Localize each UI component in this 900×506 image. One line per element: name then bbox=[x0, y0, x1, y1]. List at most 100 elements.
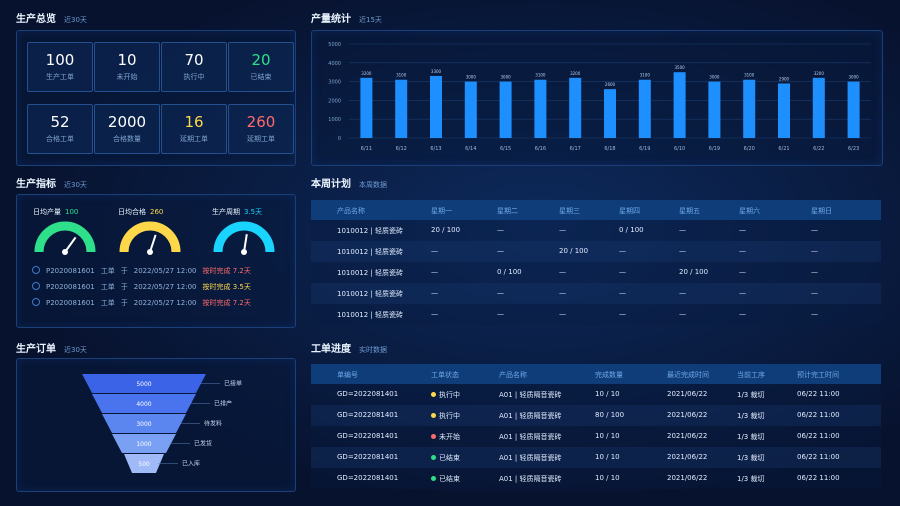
bar[interactable] bbox=[534, 79, 547, 138]
indicator-row[interactable]: P2020081601 工单于 2022/05/27 12:00 按时完成 7.2天 bbox=[32, 266, 282, 276]
gauge-value: 100 bbox=[65, 208, 79, 216]
table-cell: — bbox=[679, 226, 686, 234]
table-row[interactable]: 1010012 | 轻质瓷砖 — — — — — — — bbox=[311, 304, 881, 325]
bar[interactable] bbox=[673, 72, 686, 138]
table-cell: 1010012 | 轻质瓷砖 bbox=[337, 268, 403, 278]
header-cell: 工单状态 bbox=[431, 371, 459, 379]
table-row[interactable]: GD=2022081401 已结束 A01 | 轻质隔音瓷砖 10 / 10 2021/… bbox=[311, 468, 881, 489]
header-cell: 星期四 bbox=[619, 207, 640, 215]
progress-title: 工单进度 实时数据 bbox=[311, 344, 387, 355]
bar[interactable] bbox=[708, 81, 721, 138]
table-cell: — bbox=[811, 226, 818, 234]
row-b: 于 bbox=[120, 267, 128, 275]
stat-card[interactable]: 52 合格工单 bbox=[27, 104, 93, 154]
funnel-segment bbox=[102, 414, 186, 433]
table-cell: — bbox=[739, 289, 746, 297]
bar-value-label: 2900 bbox=[779, 76, 790, 81]
table-cell: 2021/06/22 bbox=[667, 453, 707, 461]
bar[interactable] bbox=[778, 83, 790, 138]
table-cell: GD=2022081401 bbox=[337, 474, 398, 482]
table-cell: 2021/06/22 bbox=[667, 432, 707, 440]
stat-card[interactable]: 70 执行中 bbox=[161, 42, 227, 92]
bar[interactable] bbox=[743, 79, 756, 138]
bar[interactable] bbox=[638, 79, 651, 138]
bar[interactable] bbox=[847, 81, 860, 138]
table-cell: 1010012 | 轻质瓷砖 bbox=[337, 310, 403, 320]
header-cell: 星期六 bbox=[739, 207, 760, 215]
cell-text: — bbox=[739, 226, 746, 234]
status-dot-icon bbox=[431, 413, 436, 418]
plan-title: 本周计划 本周数据 bbox=[311, 179, 387, 190]
row-dot-icon bbox=[32, 298, 40, 306]
cell-text: GD=2022081401 bbox=[337, 411, 399, 419]
x-tick-label: 6/20 bbox=[744, 146, 755, 152]
indicator-row[interactable]: P2020081601 工单于 2022/05/27 12:00 按时完成 3.5天 bbox=[32, 282, 282, 292]
cell-text: A01 | 轻质隔音瓷砖 bbox=[499, 454, 562, 462]
x-tick-label: 6/21 bbox=[778, 146, 789, 152]
x-tick-label: 6/19 bbox=[709, 146, 720, 152]
status-dot-icon bbox=[431, 476, 436, 481]
stat-card[interactable]: 16 延期工单 bbox=[161, 104, 227, 154]
table-cell: — bbox=[559, 310, 566, 318]
bar[interactable] bbox=[812, 77, 825, 138]
row-date: 2022/05/27 12:00 bbox=[133, 299, 197, 307]
table-row[interactable]: 1010012 | 轻质瓷砖 — — — — — — — bbox=[311, 283, 881, 304]
stat-card[interactable]: 20 已结束 bbox=[228, 42, 294, 92]
table-cell: 已结束 bbox=[431, 453, 460, 463]
cell-text: 10 / 10 bbox=[595, 390, 620, 398]
table-row[interactable]: GD=2022081401 已结束 A01 | 轻质隔音瓷砖 10 / 10 2021/… bbox=[311, 447, 881, 468]
bar-value-label: 3200 bbox=[814, 71, 825, 76]
gauge-name: 日均产量 bbox=[33, 208, 61, 216]
bar[interactable] bbox=[430, 75, 442, 138]
table-cell: 未开始 bbox=[431, 432, 460, 442]
bar[interactable] bbox=[360, 77, 373, 138]
table-cell: GD=2022081401 bbox=[337, 453, 398, 461]
table-cell: A01 | 轻质隔音瓷砖 bbox=[499, 432, 562, 442]
cell-text: 2021/06/22 bbox=[667, 474, 708, 482]
funnel-label: 已排产 bbox=[214, 400, 232, 408]
cell-text: — bbox=[679, 289, 686, 297]
table-row[interactable]: GD=2022081401 执行中 A01 | 轻质隔音瓷砖 80 / 100 2021… bbox=[311, 405, 881, 426]
cell-text: GD=2022081401 bbox=[337, 453, 399, 461]
funnel-segment bbox=[112, 434, 176, 453]
table-cell: — bbox=[431, 268, 438, 276]
table-row[interactable]: 1010012 | 轻质瓷砖 — — 20 / 100 — — — — bbox=[311, 241, 881, 262]
bar[interactable] bbox=[604, 89, 616, 138]
table-cell: — bbox=[679, 289, 686, 297]
bar-value-label: 3000 bbox=[501, 75, 512, 80]
stat-card[interactable]: 2000 合格数量 bbox=[94, 104, 160, 154]
row-a: 工单 bbox=[100, 299, 115, 307]
bar-value-label: 3500 bbox=[675, 65, 686, 70]
row-a: 工单 bbox=[100, 267, 115, 275]
bar[interactable] bbox=[464, 81, 477, 138]
stat-card[interactable]: 10 未开始 bbox=[94, 42, 160, 92]
table-row[interactable]: GD=2022081401 执行中 A01 | 轻质隔音瓷砖 10 / 10 2021/… bbox=[311, 384, 881, 405]
gauge-dial bbox=[119, 221, 181, 255]
cell-text: — bbox=[559, 289, 566, 297]
cell-text: 10 / 10 bbox=[595, 432, 620, 440]
cell-text: 20 / 100 bbox=[679, 268, 709, 276]
x-tick-label: 6/17 bbox=[570, 146, 581, 152]
status-dot-icon bbox=[431, 392, 436, 397]
table-row[interactable]: GD=2022081401 未开始 A01 | 轻质隔音瓷砖 10 / 10 2021/… bbox=[311, 426, 881, 447]
gauge-dial bbox=[34, 221, 96, 255]
stat-card[interactable]: 100 生产工单 bbox=[27, 42, 93, 92]
table-cell: 80 / 100 bbox=[595, 411, 624, 419]
stat-card[interactable]: 260 延期工单 bbox=[228, 104, 294, 154]
stat-label: 已结束 bbox=[250, 73, 272, 81]
indicator-row[interactable]: P2020081601 工单于 2022/05/27 12:00 按时完成 7.2天 bbox=[32, 298, 282, 308]
row-code: P2020081601 bbox=[46, 283, 95, 291]
cell-text: — bbox=[619, 247, 626, 255]
indicators-panel bbox=[16, 194, 296, 328]
bar[interactable] bbox=[569, 77, 582, 138]
header-cell: 星期日 bbox=[811, 207, 832, 215]
table-row[interactable]: 1010012 | 轻质瓷砖 20 / 100 — — 0 / 100 — — — bbox=[311, 220, 881, 241]
bar[interactable] bbox=[395, 79, 408, 138]
funnel-value: 1000 bbox=[136, 441, 151, 448]
table-cell: — bbox=[497, 247, 504, 255]
bar-value-label: 2600 bbox=[605, 82, 616, 87]
header-cell: 星期三 bbox=[559, 207, 580, 215]
bar[interactable] bbox=[499, 81, 512, 138]
row-dot-icon bbox=[32, 266, 40, 274]
table-row[interactable]: 1010012 | 轻质瓷砖 — 0 / 100 — — 20 / 100 — — bbox=[311, 262, 881, 283]
